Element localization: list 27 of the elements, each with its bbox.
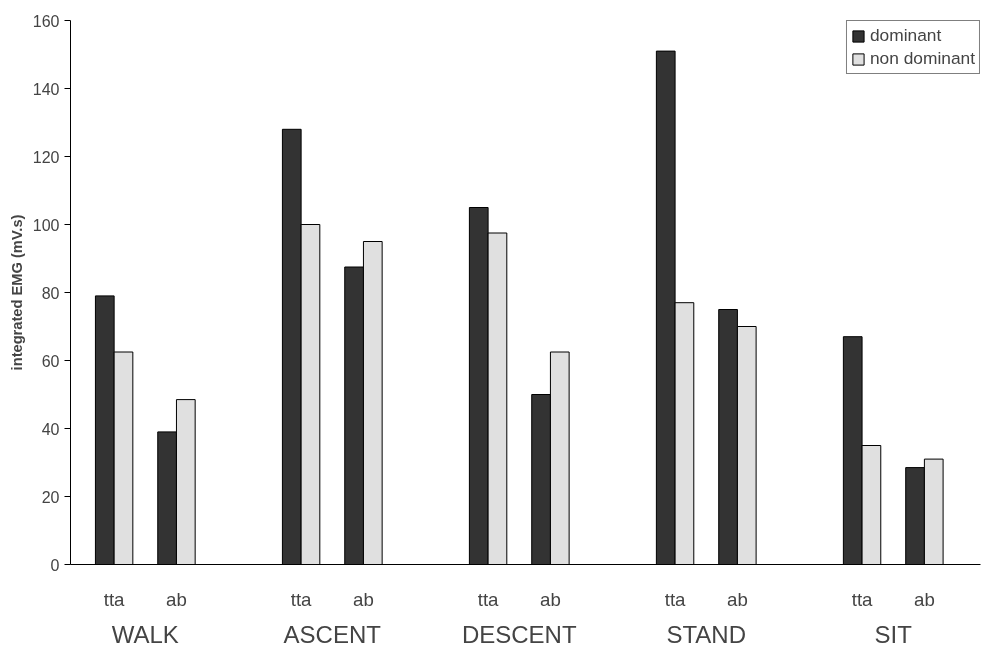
y-tick-label: 60	[41, 352, 60, 370]
text: SIT	[874, 620, 913, 648]
y-tick-label: 100	[32, 216, 60, 234]
y-tick-label: 0	[50, 556, 60, 574]
x-tick-label: tta	[664, 588, 687, 610]
y-tick-label: 120	[32, 148, 60, 166]
y-tick-label: 80	[41, 284, 60, 302]
text: STAND	[666, 620, 747, 648]
legend-label: non dominant	[869, 48, 975, 69]
text: DESCENT	[461, 620, 577, 648]
x-tick-label: ab	[540, 588, 561, 610]
y-tick-label: 160	[32, 12, 60, 30]
x-tick-label: ab	[914, 588, 935, 610]
x-tick-label: ab	[353, 588, 374, 610]
x-tick-label: ab	[727, 588, 748, 610]
x-tick-label: tta	[290, 588, 313, 610]
text: ASCENT	[283, 620, 382, 648]
x-tick-label: tta	[851, 588, 874, 610]
text: WALK	[111, 620, 179, 648]
y-tick-label: 140	[32, 80, 60, 98]
x-tick-label: tta	[103, 588, 126, 610]
x-tick-label: tta	[477, 588, 500, 610]
y-tick-label: 20	[41, 488, 60, 506]
legend-label: dominant	[869, 25, 942, 46]
y-tick-label: 40	[41, 420, 60, 438]
x-tick-label: ab	[166, 588, 187, 610]
y-axis-title: integrated EMG (mV.s)	[8, 214, 25, 371]
